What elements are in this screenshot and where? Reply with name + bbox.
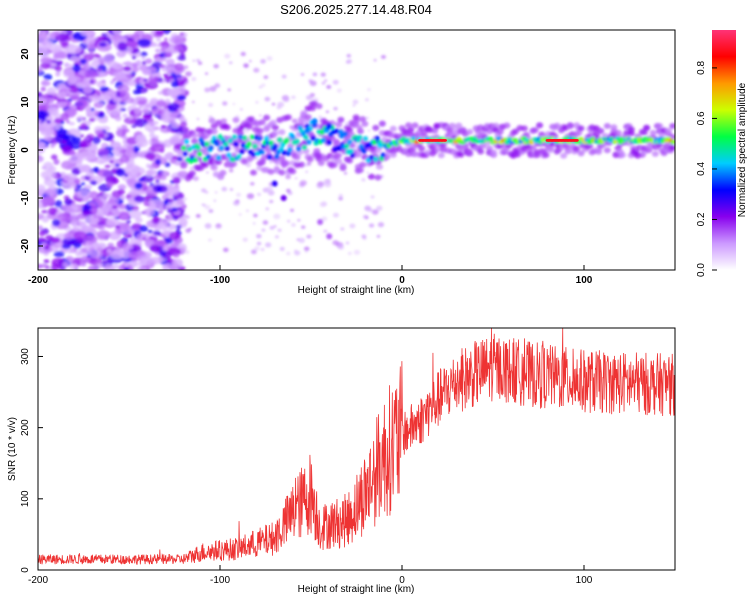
tick-label: -200 [28,275,48,286]
tick-label: 300 [20,348,31,365]
tick-label: 10 [20,96,31,108]
tick-label: -100 [210,575,230,586]
snr-series-line [38,328,675,565]
colorbar-ticks: 0.0 0.2 0.4 0.6 0.8 [696,61,717,277]
snr-y-ticks: 0 100 200 300 [20,348,43,573]
spectrogram-image [38,30,675,270]
tick-label: 0 [20,147,31,153]
snr-y-label: SNR (10 * v/v) [7,417,18,481]
tick-label: -200 [28,575,48,586]
snr-x-label: Height of straight line (km) [298,584,415,595]
spectrogram-x-ticks: -200 -100 0 100 [28,265,593,286]
tick-label: 0.0 [696,263,707,277]
snr-x-ticks: -200 -100 0 100 [28,565,593,586]
tick-label: 0.2 [696,212,707,226]
figure-title: S206.2025.277.14.48.R04 [280,2,432,17]
tick-label: -100 [210,275,230,286]
spectrogram-y-ticks: -20 -10 0 10 20 [20,48,43,253]
tick-label: -20 [20,238,31,253]
tick-label: 0 [399,575,405,586]
tick-label: 20 [20,48,31,60]
spectrogram-y-label: Frequency (Hz) [7,116,18,185]
tick-label: 0.4 [696,162,707,176]
colorbar-label: Normalized spectral amplitude [737,82,748,217]
tick-label: 100 [20,490,31,507]
tick-label: -10 [20,190,31,205]
colorbar: 0.0 0.2 0.4 0.6 0.8 Normalized spectral ampl… [696,30,748,277]
tick-label: 200 [20,419,31,436]
snr-panel: -200 -100 0 100 0 100 200 300 Height of straig… [7,327,676,595]
colorbar-gradient [712,30,736,270]
tick-label: 100 [576,275,593,286]
tick-label: 0 [20,567,31,573]
tick-label: 0.8 [696,61,707,75]
snr-frame [37,327,676,571]
tick-label: 0 [399,275,405,286]
tick-label: 100 [576,575,593,586]
spectrogram-x-label: Height of straight line (km) [298,285,415,296]
tick-label: 0.6 [696,111,707,125]
